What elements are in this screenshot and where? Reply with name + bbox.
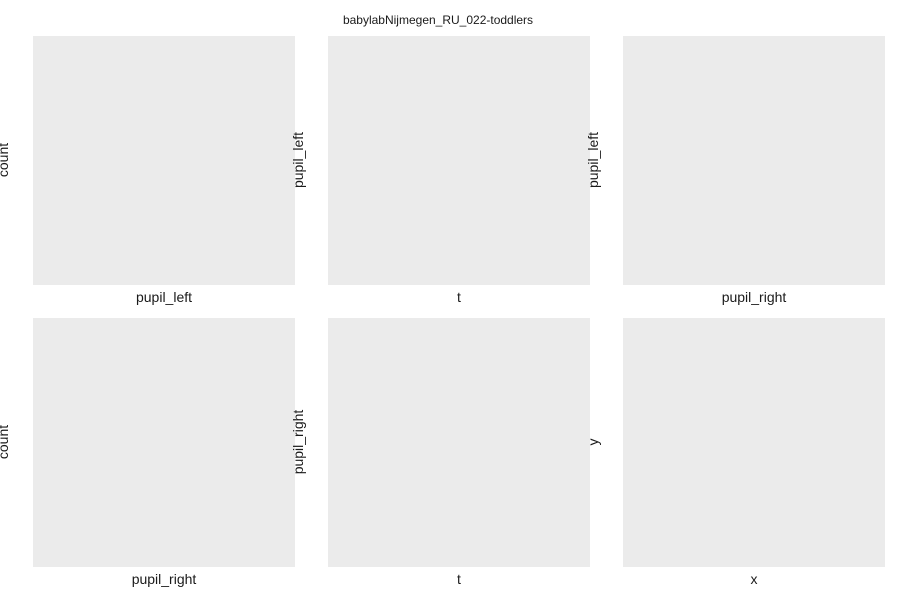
y-axis-label: y [585,438,601,446]
panel-pupil-left-vs-t: t pupil_left [290,36,590,305]
panel-y-vs-x: x y [585,318,885,587]
y-axis-label: pupil_right [290,409,306,475]
plot-area [623,318,885,567]
panel-pupil-left-histogram: pupil_left count [0,36,295,305]
plot-area [328,36,590,285]
x-axis-label: t [457,289,461,305]
y-axis-label: pupil_left [290,131,306,189]
y-axis-label: count [0,142,11,178]
plot-area [33,318,295,567]
y-axis-label: count [0,424,11,460]
panel-pupil-right-histogram: pupil_right count [0,318,295,587]
x-axis-label: t [457,571,461,587]
x-axis-label: x [750,571,758,587]
plot-area [623,36,885,285]
panel-pupil-left-vs-pupil-right: pupil_right pupil_left [585,36,885,305]
plot-area [328,318,590,567]
x-axis-label: pupil_right [131,571,197,587]
x-axis-label: pupil_right [721,289,787,305]
x-axis-label: pupil_left [135,289,193,305]
panel-pupil-right-vs-t: t pupil_right [290,318,590,587]
y-axis-label: pupil_left [585,131,601,189]
plot-area [33,36,295,285]
figure-title: babylabNijmegen_RU_022-toddlers [342,13,534,27]
